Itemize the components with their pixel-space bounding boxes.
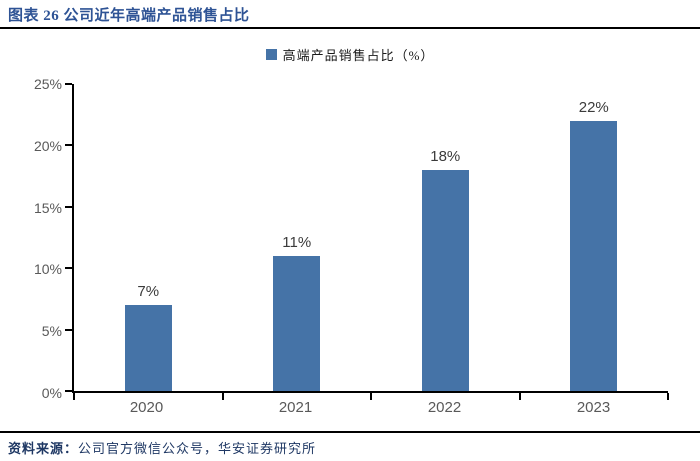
chart-title: 图表 26 公司近年高端产品销售占比 [8,8,250,24]
legend: 高端产品销售占比（%） [0,45,700,64]
bar-value-label: 11% [282,233,312,251]
y-axis-tick-label: 5% [41,323,62,340]
bar-group-2023: 22% [520,84,669,391]
x-axis-label: 2023 [576,399,611,416]
x-axis-tickmark [221,393,224,400]
footer-divider [0,431,700,433]
x-axis-label: 2020 [129,399,164,416]
bar-value-label: 18% [430,147,461,165]
title-divider [0,27,700,29]
y-axis-tick-label: 20% [33,137,62,154]
x-axis-label: 2021 [278,399,313,416]
x-axis-tickmark [73,393,75,400]
y-axis-tick-label: 15% [33,199,62,216]
bar-value-label: 22% [578,98,609,116]
y-axis-tick-label: 10% [33,261,62,278]
y-axis-tickmark [65,328,72,331]
bar-series: 7% 11% 18% 22% [74,84,668,391]
source-prefix: 资料来源： [8,441,79,456]
source-text: 公司官方微信公众号，华安证券研究所 [78,441,317,456]
x-axis-label: 2022 [427,399,462,416]
x-axis: 2020 2021 2022 2023 [72,399,668,416]
legend-label: 高端产品销售占比（%） [282,48,435,63]
y-axis-tick-label: 25% [33,76,62,92]
y-axis-tickmark [65,83,72,85]
bar-group-2022: 18% [371,84,520,391]
bar [421,169,469,391]
bar [273,255,321,391]
x-axis-tickmark [518,393,521,400]
bar [570,120,618,391]
y-axis-tickmark [65,390,72,392]
y-axis-tickmark [65,267,72,270]
source-note: 资料来源：公司官方微信公众号，华安证券研究所 [8,438,316,457]
bar-value-label: 7% [137,283,160,301]
y-axis: 25% 20% 15% 10% 5% 0% [0,76,62,401]
x-axis-tickmark [667,393,669,400]
bar-group-2020: 7% [74,84,223,391]
x-axis-tickmark [370,393,372,400]
legend-swatch-icon [265,49,277,60]
y-axis-tickmark [65,144,72,147]
bar [124,305,172,391]
y-axis-tickmark [65,205,72,208]
plot-area: 7% 11% 18% 22% [65,83,669,400]
bar-group-2021: 11% [223,84,372,391]
y-axis-tick-label: 0% [41,385,62,401]
